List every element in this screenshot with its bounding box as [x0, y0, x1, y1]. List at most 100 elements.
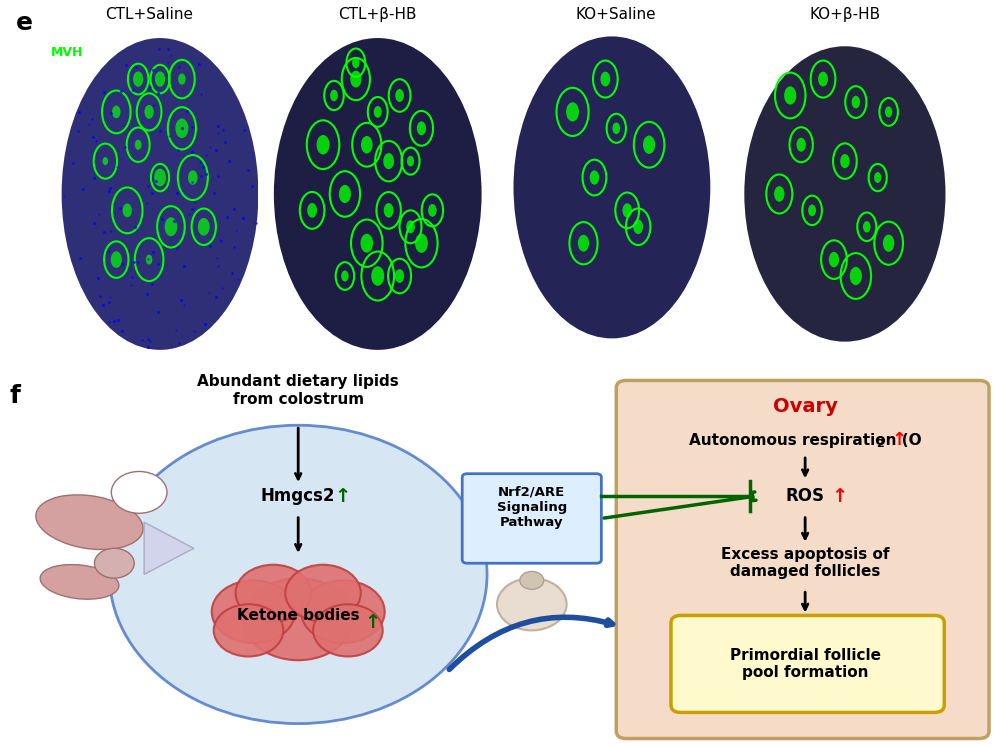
- Text: KO+β-HB: KO+β-HB: [809, 7, 881, 22]
- Circle shape: [111, 471, 167, 513]
- Circle shape: [600, 72, 610, 87]
- Circle shape: [567, 102, 579, 122]
- Text: Autonomous respiration (O: Autonomous respiration (O: [689, 433, 921, 448]
- Circle shape: [818, 72, 828, 87]
- Text: Ovary: Ovary: [772, 397, 838, 416]
- Circle shape: [371, 266, 385, 286]
- FancyBboxPatch shape: [616, 380, 989, 739]
- Circle shape: [612, 122, 620, 134]
- Text: e: e: [16, 11, 34, 35]
- Circle shape: [301, 580, 385, 643]
- Circle shape: [307, 203, 317, 218]
- Ellipse shape: [109, 425, 487, 724]
- Circle shape: [497, 578, 567, 630]
- Circle shape: [396, 89, 404, 102]
- Circle shape: [339, 185, 351, 203]
- Circle shape: [352, 57, 360, 69]
- Circle shape: [214, 604, 283, 656]
- Circle shape: [94, 548, 134, 578]
- Circle shape: [633, 219, 643, 234]
- Circle shape: [885, 107, 893, 117]
- Circle shape: [361, 233, 373, 253]
- Ellipse shape: [745, 46, 945, 342]
- Circle shape: [808, 204, 816, 216]
- Circle shape: [415, 233, 427, 253]
- Ellipse shape: [514, 37, 711, 339]
- Circle shape: [122, 204, 132, 217]
- Circle shape: [840, 154, 850, 169]
- Text: Abundant dietary lipids
from colostrum: Abundant dietary lipids from colostrum: [198, 374, 399, 407]
- Circle shape: [212, 580, 295, 643]
- Circle shape: [135, 140, 141, 150]
- Circle shape: [852, 95, 860, 108]
- Circle shape: [112, 105, 120, 119]
- Text: Nrf2/ARE
Signaling
Pathway: Nrf2/ARE Signaling Pathway: [497, 486, 567, 529]
- Circle shape: [622, 203, 632, 218]
- Circle shape: [313, 604, 383, 656]
- Circle shape: [374, 106, 382, 118]
- Text: Excess apoptosis of
damaged follicles: Excess apoptosis of damaged follicles: [721, 547, 890, 580]
- Circle shape: [384, 203, 394, 218]
- Circle shape: [384, 153, 394, 169]
- Circle shape: [520, 571, 544, 589]
- Circle shape: [198, 218, 210, 236]
- Text: Hmgcs2: Hmgcs2: [261, 487, 335, 505]
- Text: Primordial follicle
pool formation: Primordial follicle pool formation: [730, 648, 881, 680]
- Ellipse shape: [274, 38, 482, 350]
- Circle shape: [874, 172, 882, 183]
- Circle shape: [165, 217, 177, 236]
- Circle shape: [407, 156, 414, 166]
- Circle shape: [361, 136, 373, 154]
- Circle shape: [110, 251, 122, 268]
- Circle shape: [428, 204, 436, 217]
- Circle shape: [850, 267, 862, 285]
- Circle shape: [796, 138, 806, 151]
- Circle shape: [395, 269, 405, 283]
- Circle shape: [883, 234, 895, 252]
- Circle shape: [316, 135, 330, 154]
- Circle shape: [154, 169, 166, 186]
- Circle shape: [589, 170, 599, 185]
- Circle shape: [341, 271, 349, 281]
- FancyBboxPatch shape: [671, 615, 944, 712]
- Circle shape: [350, 71, 362, 87]
- Circle shape: [146, 254, 152, 265]
- Text: KO+Saline: KO+Saline: [576, 7, 657, 22]
- Circle shape: [578, 235, 589, 251]
- Circle shape: [236, 565, 311, 621]
- Polygon shape: [144, 522, 194, 574]
- Circle shape: [155, 72, 165, 87]
- Text: ↑: ↑: [892, 431, 908, 449]
- Circle shape: [829, 252, 839, 267]
- Text: MVH: MVH: [51, 46, 83, 59]
- Circle shape: [774, 186, 784, 201]
- Circle shape: [784, 87, 796, 104]
- Circle shape: [416, 122, 426, 135]
- Circle shape: [178, 73, 186, 85]
- Circle shape: [144, 105, 154, 119]
- Ellipse shape: [40, 565, 119, 599]
- Circle shape: [643, 136, 655, 154]
- Text: CTL+β-HB: CTL+β-HB: [339, 7, 416, 22]
- Text: 2: 2: [876, 439, 884, 449]
- Ellipse shape: [62, 38, 258, 350]
- Circle shape: [407, 220, 414, 233]
- FancyBboxPatch shape: [462, 474, 601, 563]
- Text: ↑: ↑: [335, 486, 351, 506]
- Circle shape: [863, 221, 871, 233]
- Ellipse shape: [36, 495, 143, 550]
- Circle shape: [133, 72, 143, 87]
- Circle shape: [285, 565, 361, 621]
- Circle shape: [330, 90, 338, 101]
- Text: ↑: ↑: [365, 613, 381, 633]
- Circle shape: [102, 157, 108, 166]
- Text: ROS: ROS: [785, 487, 825, 505]
- Circle shape: [244, 578, 353, 660]
- Circle shape: [175, 119, 189, 138]
- Text: CTL+Saline: CTL+Saline: [105, 7, 193, 22]
- Circle shape: [188, 170, 198, 185]
- Text: 50μm: 50μm: [907, 325, 930, 333]
- Text: Ketone bodies: Ketone bodies: [237, 608, 360, 623]
- Text: ↑: ↑: [832, 486, 848, 506]
- Text: f: f: [10, 384, 21, 408]
